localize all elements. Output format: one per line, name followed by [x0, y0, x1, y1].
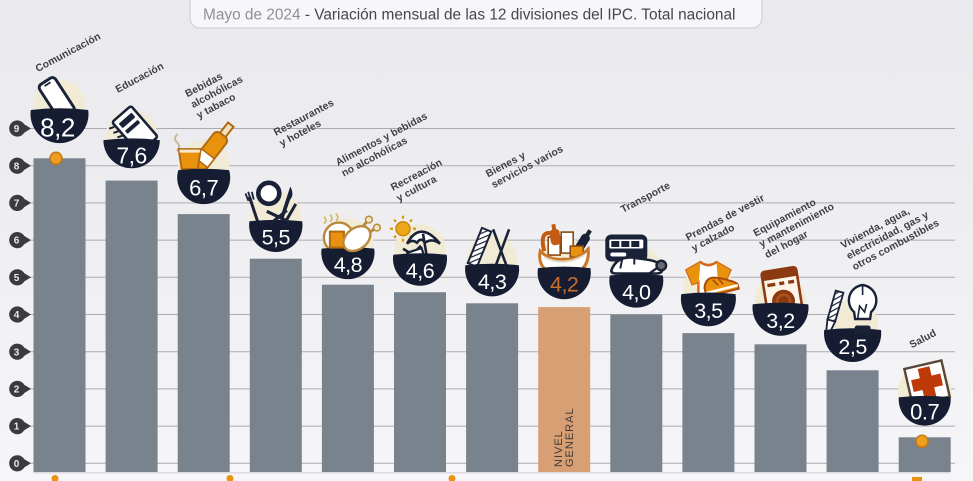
- svg-text:0: 0: [14, 459, 20, 470]
- svg-text:6,7: 6,7: [189, 175, 218, 200]
- svg-text:4,6: 4,6: [406, 259, 435, 283]
- svg-text:8: 8: [14, 161, 20, 172]
- svg-text:5,5: 5,5: [262, 226, 291, 250]
- svg-text:3,2: 3,2: [766, 309, 794, 333]
- svg-text:Mayo de 2024 - Variación mensu: Mayo de 2024 - Variación mensual de las …: [203, 7, 735, 24]
- svg-text:0.7: 0.7: [910, 400, 939, 425]
- svg-text:2: 2: [14, 385, 20, 396]
- svg-text:5: 5: [14, 273, 20, 284]
- svg-text:2,5: 2,5: [838, 335, 867, 359]
- svg-text:4,3: 4,3: [478, 270, 507, 294]
- svg-text:6: 6: [14, 236, 20, 247]
- svg-text:7,6: 7,6: [116, 143, 146, 169]
- svg-text:4,8: 4,8: [334, 253, 363, 277]
- svg-text:4: 4: [14, 310, 20, 321]
- svg-text:GENERAL: GENERAL: [564, 407, 576, 467]
- svg-text:8,2: 8,2: [40, 112, 75, 142]
- svg-text:1: 1: [14, 422, 20, 433]
- svg-text:NIVEL: NIVEL: [553, 430, 565, 467]
- svg-text:7: 7: [14, 199, 20, 210]
- svg-text:9: 9: [14, 124, 20, 135]
- svg-text:4,0: 4,0: [622, 281, 651, 305]
- svg-text:4,2: 4,2: [550, 273, 578, 297]
- svg-text:3: 3: [14, 347, 20, 358]
- svg-text:3,5: 3,5: [694, 299, 723, 323]
